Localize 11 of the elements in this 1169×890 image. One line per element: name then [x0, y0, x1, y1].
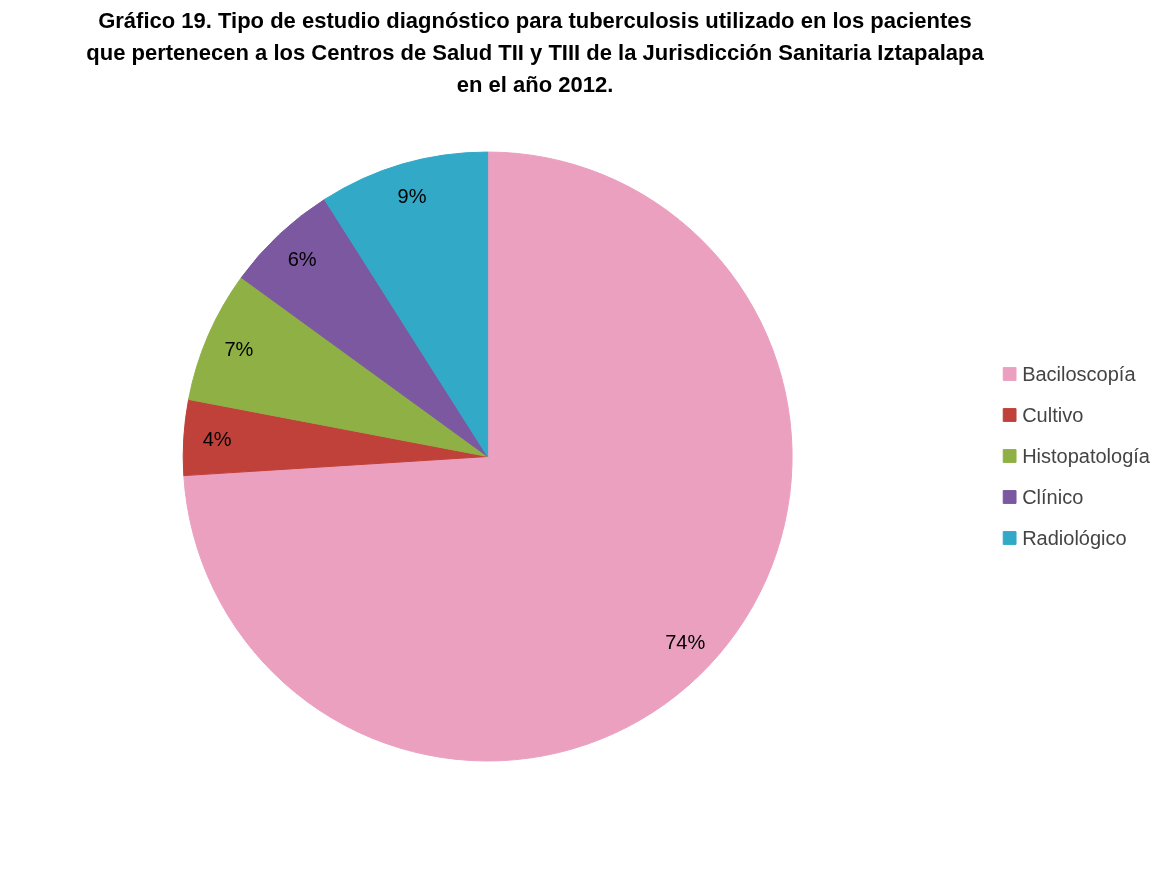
data-label: 9% [397, 185, 427, 208]
data-label: 4% [202, 428, 232, 451]
legend-label: Clínico [1022, 485, 1084, 509]
legend-label: Baciloscopía [1022, 362, 1136, 386]
legend-label: Histopatología [1022, 444, 1150, 468]
data-label: 6% [287, 247, 317, 270]
chart-title: Gráfico 19. Tipo de estudio diagnóstico para tuberculosis utilizado en los pacientes que pertenecen a los Centros de Salud TII y TIII de la Jurisdicción Sanitaria Iztapalapa en el año 2012. [85, 7, 985, 99]
legend-label: Cultivo [1022, 403, 1084, 427]
data-label: 74% [665, 630, 706, 653]
data-label: 7% [224, 337, 254, 360]
legend-label: Radiológico [1022, 526, 1127, 550]
